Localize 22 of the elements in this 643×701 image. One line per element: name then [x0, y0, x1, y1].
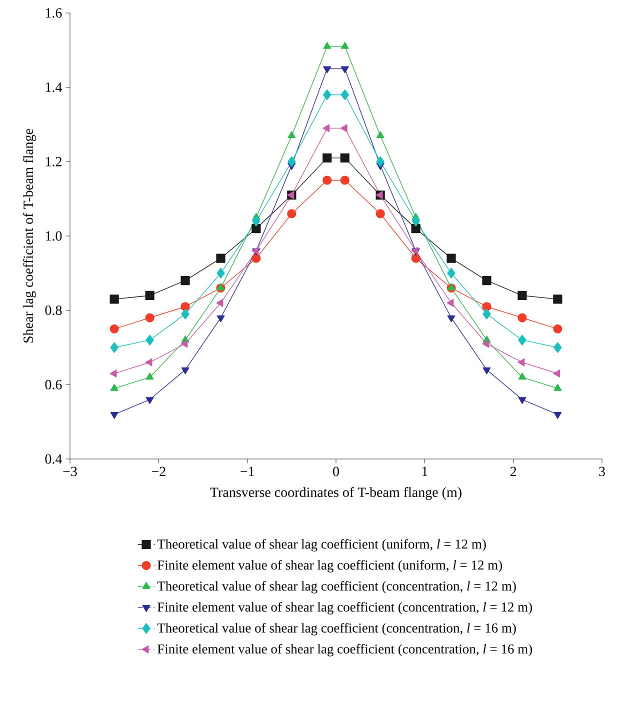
legend-label: Finite element value of shear lag coefficient (concentration, l = 16 m) [158, 644, 532, 656]
y-tick-label: 0.6 [45, 380, 62, 390]
x-tick-label: −2 [152, 466, 166, 476]
x-tick-label: 2 [510, 466, 516, 476]
legend-label: Finite element value of shear lag coefficient (concentration, l = 12 m) [158, 602, 532, 614]
x-tick-label: 1 [422, 466, 428, 476]
x-tick-label: −3 [63, 466, 77, 476]
y-tick-label: 1.0 [46, 231, 62, 241]
x-tick-label: 3 [599, 466, 605, 476]
legend-label: Theoretical value of shear lag coefficient (concentration, l = 16 m) [157, 622, 516, 636]
x-tick-label: 0 [333, 466, 339, 476]
y-tick-label: 0.8 [45, 306, 62, 316]
legend-label: Finite element value of shear lag coefficient (uniform, l = 12 m) [158, 560, 502, 572]
y-tick-label: 1.2 [46, 156, 62, 166]
x-tick-label: −1 [240, 466, 254, 476]
legend-label: Theoretical value of shear lag coefficient (concentration, l = 12 m) [157, 580, 516, 594]
y-tick-label: 1.4 [46, 82, 62, 92]
legend-label: Theoretical value of shear lag coefficient (uniform, l = 12 m) [157, 539, 486, 552]
x-axis-title: Transverse coordinates of T-beam flange (m) [210, 487, 462, 500]
y-tick-label: 1.6 [46, 8, 62, 18]
y-axis-title: Shear lag coefficient of T-beam flange [23, 128, 36, 343]
y-tick-label: 0.4 [45, 454, 62, 464]
